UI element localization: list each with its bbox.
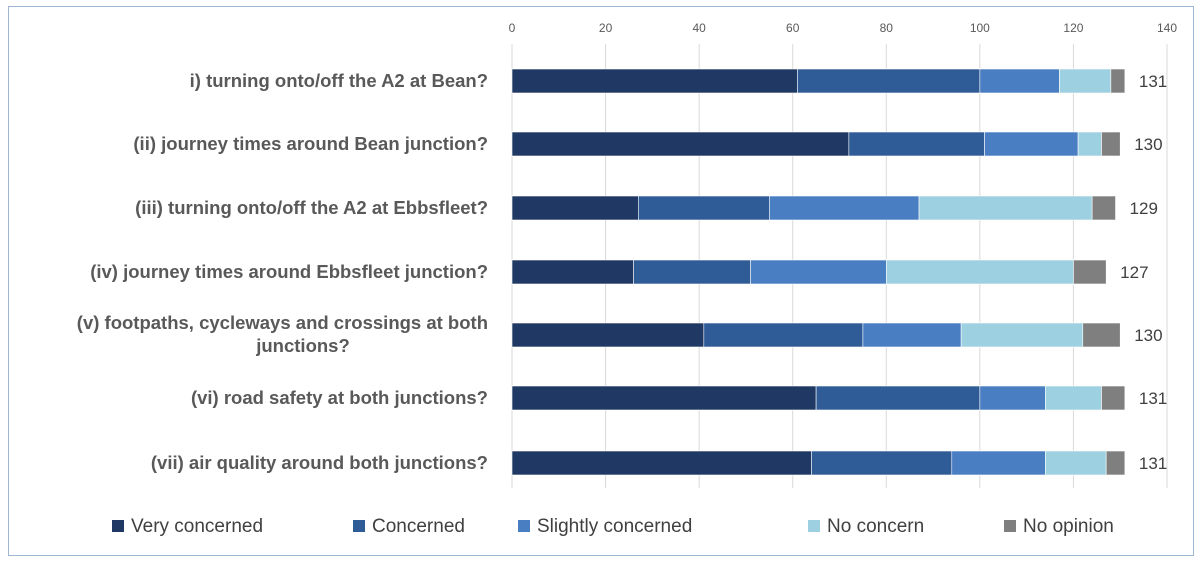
bar-segment-concerned [848, 131, 985, 157]
bar-segment-very-concerned [511, 450, 812, 476]
bar-segment-no-concern [918, 195, 1093, 221]
total-label: 130 [1134, 135, 1162, 154]
bar-segment-no-opinion [1101, 385, 1126, 411]
bar-segment-very-concerned [511, 259, 634, 285]
bar-segment-slightly-concerned [979, 385, 1046, 411]
bar-segment-very-concerned [511, 195, 639, 221]
category-label: (v) footpaths, cycleways and crossings a… [77, 312, 488, 333]
x-tick-label: 80 [880, 21, 894, 35]
total-label: 129 [1130, 199, 1158, 218]
bar-segment-concerned [811, 450, 953, 476]
legend-swatch-concerned [353, 520, 365, 532]
bar-segment-slightly-concerned [769, 195, 920, 221]
bar-segment-no-opinion [1110, 68, 1126, 94]
total-label: 131 [1139, 454, 1167, 473]
legend-swatch-no-opinion [1004, 520, 1016, 532]
legend-swatch-no-concern [808, 520, 820, 532]
bar-segment-no-opinion [1101, 131, 1121, 157]
bar-segment-concerned [703, 322, 864, 348]
legend-label: Concerned [372, 516, 465, 537]
bar-segment-concerned [815, 385, 981, 411]
total-label: 130 [1134, 326, 1162, 345]
bar-segment-slightly-concerned [984, 131, 1079, 157]
bar-segment-very-concerned [511, 131, 850, 157]
bar-segment-no-concern [1077, 131, 1102, 157]
bar-segment-slightly-concerned [862, 322, 962, 348]
bar-segment-no-concern [1045, 450, 1107, 476]
x-tick-label: 120 [1063, 21, 1083, 35]
bar-segment-slightly-concerned [750, 259, 887, 285]
bar-segment-no-opinion [1105, 450, 1126, 476]
x-tick-label: 100 [970, 21, 990, 35]
bar-segment-very-concerned [511, 322, 705, 348]
category-label: (vii) air quality around both junctions? [151, 452, 488, 473]
bar-segment-no-concern [1059, 68, 1112, 94]
bar-segment-very-concerned [511, 68, 798, 94]
bar-segment-concerned [633, 259, 751, 285]
total-label: 131 [1139, 389, 1167, 408]
x-tick-label: 0 [509, 21, 516, 35]
legend-swatch-very-concerned [112, 520, 124, 532]
x-tick-label: 20 [599, 21, 613, 35]
bar-segment-no-opinion [1082, 322, 1121, 348]
category-label: (iv) journey times around Ebbsfleet junc… [90, 261, 488, 282]
category-label-line2: junctions? [255, 335, 350, 356]
bar-segment-no-opinion [1091, 195, 1116, 221]
legend-swatch-slightly-concerned [518, 520, 530, 532]
bar-segment-concerned [638, 195, 770, 221]
x-tick-label: 40 [692, 21, 706, 35]
total-label: 127 [1120, 263, 1148, 282]
bar-segment-no-concern [1045, 385, 1102, 411]
category-label: i) turning onto/off the A2 at Bean? [190, 70, 488, 91]
legend-label: Slightly concerned [537, 516, 692, 537]
x-tick-label: 60 [786, 21, 800, 35]
x-tick-label: 140 [1157, 21, 1177, 35]
bar-segment-slightly-concerned [951, 450, 1046, 476]
bar-segment-very-concerned [511, 385, 817, 411]
legend-label: No opinion [1023, 516, 1114, 537]
bar-segment-slightly-concerned [979, 68, 1060, 94]
category-label: (vi) road safety at both junctions? [191, 387, 488, 408]
category-label: (iii) turning onto/off the A2 at Ebbsfle… [135, 197, 488, 218]
total-label: 131 [1139, 72, 1167, 91]
bar-segment-concerned [797, 68, 981, 94]
bar-segment-no-concern [960, 322, 1084, 348]
legend-label: No concern [827, 516, 924, 537]
bar-segment-no-concern [885, 259, 1074, 285]
bar-segment-no-opinion [1073, 259, 1107, 285]
legend-label: Very concerned [131, 516, 263, 537]
category-label: (ii) journey times around Bean junction? [133, 133, 488, 154]
